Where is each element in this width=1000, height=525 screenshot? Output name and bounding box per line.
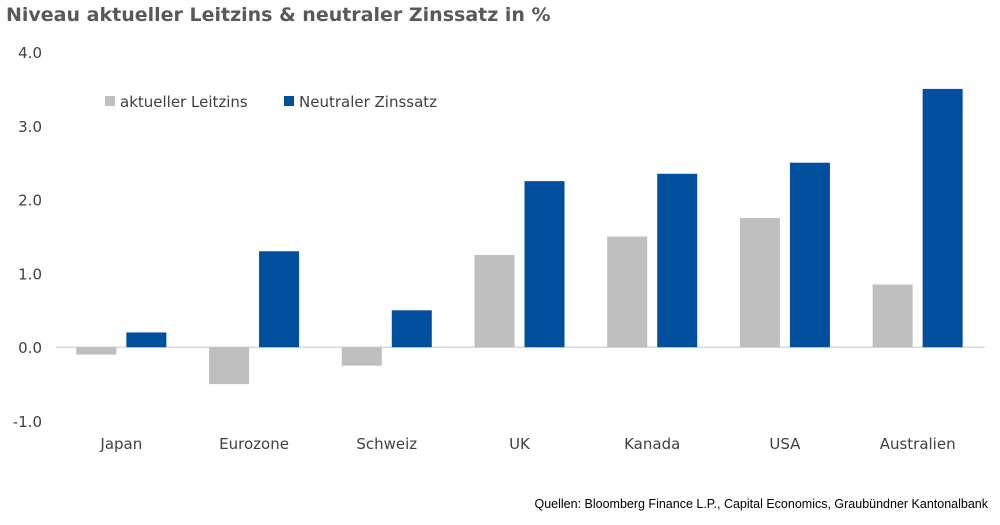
y-tick-label: 1.0 [18,265,42,283]
x-tick-label: Eurozone [219,435,289,453]
bar-neutraler-zinssatz-uk [524,181,565,348]
legend-swatch-aktueller-leitzins [105,96,115,106]
legend-swatch-neutraler-zinssatz [284,96,294,106]
y-tick-label: 2.0 [18,192,42,210]
y-tick-label: -1.0 [13,413,42,431]
x-tick-label: Schweiz [356,435,417,453]
bar-neutraler-zinssatz-kanada [657,173,698,348]
legend-label-aktueller-leitzins: aktueller Leitzins [120,93,248,111]
legend-label-neutraler-zinssatz: Neutraler Zinssatz [299,93,437,111]
y-axis: 4.0 3.0 2.0 1.0 0.0 -1.0 [13,44,42,431]
y-tick-label: 0.0 [18,339,42,357]
x-tick-label: UK [509,435,531,453]
x-tick-label: Kanada [624,435,680,453]
x-tick-label: USA [769,435,801,453]
bar-aktueller-leitzins-uk [474,254,515,348]
source-note: Quellen: Bloomberg Finance L.P., Capital… [534,497,988,511]
legend: aktueller Leitzins Neutraler Zinssatz [105,93,437,111]
bar-aktueller-leitzins-usa [739,218,780,348]
chart-title: Niveau aktueller Leitzins & neutraler Zi… [6,4,551,26]
bar-neutraler-zinssatz-australien [922,88,963,348]
bar-neutraler-zinssatz-usa [789,162,830,348]
bar-aktueller-leitzins-japan [76,347,117,355]
bar-aktueller-leitzins-kanada [607,236,648,348]
bar-aktueller-leitzins-schweiz [341,347,382,366]
x-tick-label: Australien [880,435,956,453]
x-axis: Japan Eurozone Schweiz UK Kanada USA Australie… [99,435,955,453]
bar-aktueller-leitzins-australien [872,284,913,348]
bars [76,88,963,385]
bar-aktueller-leitzins-eurozone [209,347,250,385]
bar-neutraler-zinssatz-japan [126,332,167,348]
bar-neutraler-zinssatz-eurozone [259,251,300,348]
y-tick-label: 4.0 [18,44,42,62]
x-tick-label: Japan [99,435,142,453]
y-tick-label: 3.0 [18,118,42,136]
bar-neutraler-zinssatz-schweiz [391,310,432,348]
